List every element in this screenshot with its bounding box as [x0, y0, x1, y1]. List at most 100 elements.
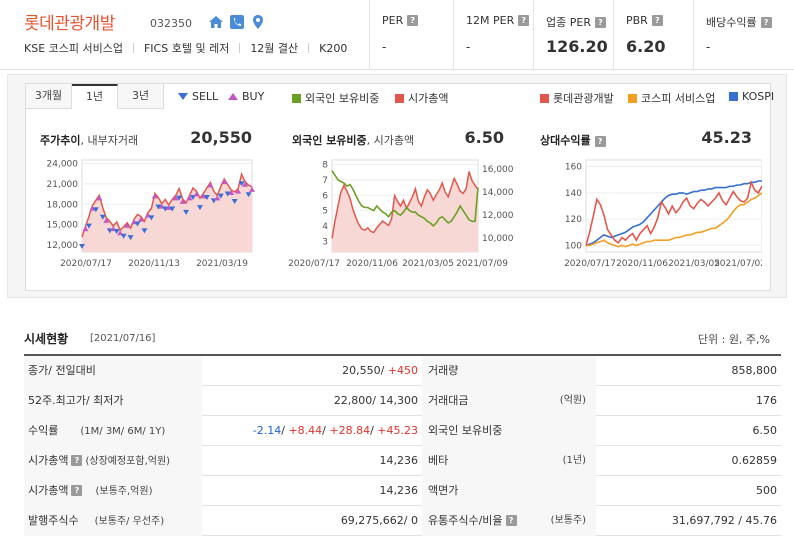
location-pin-icon[interactable]	[250, 14, 266, 30]
stat-label: 12M PER	[466, 14, 515, 27]
chart-title: 주가추이, 내부자거래	[40, 134, 139, 147]
row-value: 69,275,662/ 0	[340, 514, 418, 527]
legend-label: 롯데관광개발	[553, 92, 614, 105]
buy-marker	[249, 186, 255, 192]
sell-marker	[162, 206, 169, 212]
y-tick-label: 100	[565, 241, 582, 251]
buy-marker	[186, 195, 193, 201]
row-label: 52주.최고가/ 최저가	[24, 386, 202, 416]
stat-12m-per: 12M PER? -	[453, 0, 533, 70]
home-icon[interactable]	[208, 14, 224, 30]
foreign-chart-plot[interactable]: 8 7 6 5 4 3 16,000 14,000 12,000 10,000 2020/07/17…	[282, 154, 514, 292]
y-tick-label: 5	[322, 207, 328, 217]
market-status-table: 종가/ 전일대비 20,550/ +450 거래량 858,800 52주.최고…	[24, 354, 781, 536]
legend-buy: BUY	[228, 90, 264, 103]
market-sector: KSE 코스피 서비스업	[24, 42, 123, 55]
row-value: 20,550/ +450	[342, 364, 418, 377]
row-label: 수익률 (1M/ 3M/ 6M/ 1Y)	[24, 416, 202, 446]
legend-label: 코스피 서비스업	[641, 92, 716, 105]
x-tick-label: 2021/03/05	[402, 259, 454, 269]
sell-marker	[92, 207, 99, 213]
row-label: 거래대금 (억원)	[422, 386, 596, 416]
x-tick-label: 2021/03/05	[668, 259, 720, 269]
return-6m: +28.84	[329, 424, 371, 437]
sell-marker	[155, 204, 162, 210]
table-row: 종가/ 전일대비 20,550/ +450 거래량 858,800	[24, 356, 781, 386]
y-tick-label: 3	[322, 237, 328, 247]
buy-marker	[200, 193, 207, 199]
row-value: 858,800	[731, 364, 778, 377]
table-row: 52주.최고가/ 최저가 22,800/ 14,300 거래대금 (억원) 176	[24, 386, 781, 416]
chart-panel: 3개월 1년 3년 SELL BUY 외국인 보유비중 시가총액 롯데관광개발 …	[7, 74, 787, 298]
row-label: 종가/ 전일대비	[24, 356, 202, 386]
stat-label: 배당수익률	[706, 16, 757, 29]
stat-dividend-yield: 배당수익률? -	[693, 0, 794, 70]
stat-value: 6.20	[626, 37, 666, 56]
y-tick-label-right: 12,000	[482, 211, 514, 221]
legend-swatch	[540, 93, 549, 103]
index-membership: K200	[319, 41, 348, 55]
row-label: 시가총액? (보통주,억원)	[24, 476, 202, 506]
y-tick-label-right: 16,000	[482, 165, 514, 175]
table-row: 시가총액? (보통주,억원) 14,236 액면가 500	[24, 476, 781, 506]
tab-3-years[interactable]: 3년	[118, 84, 164, 109]
buy-marker	[235, 188, 242, 194]
buy-marker	[207, 182, 214, 188]
help-icon[interactable]: ?	[594, 136, 606, 147]
relative-return-chart: 상대수익률? 45.23 160 140 120 100 2020/07/17 2020/…	[530, 124, 762, 292]
price-chart-plot[interactable]: 24,000 21,000 18,000 15,000 12,000 2020/07/17…	[30, 154, 262, 292]
row-value: 500	[756, 484, 777, 497]
buy-marker	[96, 195, 103, 201]
help-icon[interactable]: ?	[760, 16, 772, 28]
buy-marker	[193, 191, 200, 197]
returns-value: -2.14/ +8.44/ +28.84/ +45.23	[252, 424, 418, 437]
legend-label: SELL	[192, 90, 219, 103]
price-trend-chart: 주가추이, 내부자거래 20,550 24,000 21,000 18,000 15,…	[30, 124, 262, 292]
buy-marker	[242, 181, 249, 187]
help-icon[interactable]: ?	[71, 454, 83, 466]
stat-per: PER? -	[369, 0, 453, 70]
help-icon[interactable]: ?	[71, 484, 83, 496]
legend-company: 롯데관광개발	[540, 90, 614, 106]
company-return-line	[585, 179, 762, 246]
sell-marker	[169, 206, 176, 212]
buy-marker	[82, 226, 89, 232]
tab-1-year[interactable]: 1년	[72, 84, 118, 109]
sector-return-line	[586, 192, 762, 248]
phone-icon[interactable]	[229, 14, 245, 30]
x-tick-label: 2020/11/13	[128, 259, 180, 269]
x-tick-label: 2021/03/19	[196, 259, 248, 269]
price-change: +450	[384, 364, 418, 377]
y-tick-label: 12,000	[47, 241, 79, 251]
company-meta: KSE 코스피 서비스업 FICS 호텔 및 레저 12월 결산 K200	[24, 40, 347, 56]
buy-marker	[124, 222, 131, 228]
sell-marker	[127, 235, 134, 241]
stock-code: 032350	[150, 17, 192, 30]
legend-label: 시가총액	[408, 92, 449, 105]
sell-marker	[183, 209, 190, 215]
help-icon[interactable]: ?	[407, 15, 419, 26]
buy-marker	[89, 205, 96, 211]
row-value: 6.50	[752, 424, 778, 437]
help-icon[interactable]: ?	[594, 16, 606, 28]
sell-marker	[245, 192, 252, 198]
help-icon[interactable]: ?	[518, 15, 530, 26]
period-tabs: 3개월 1년 3년	[26, 84, 164, 109]
legend-label: BUY	[242, 90, 265, 103]
stat-label: PBR	[626, 14, 648, 27]
tab-3-months[interactable]: 3개월	[26, 84, 72, 109]
table-row: 수익률 (1M/ 3M/ 6M/ 1Y) -2.14/ +8.44/ +28.84…	[24, 416, 781, 446]
help-icon[interactable]: ?	[651, 15, 663, 26]
x-tick-label: 2020/07/17	[564, 259, 616, 269]
row-label: 베타 (1년)	[422, 446, 596, 476]
fics-sector: FICS 호텔 및 레저	[143, 42, 230, 55]
help-icon[interactable]: ?	[505, 514, 517, 526]
buy-marker	[137, 216, 144, 222]
chart-title: 상대수익률?	[540, 132, 606, 148]
return-1m: -2.14	[252, 424, 282, 437]
y-tick-label: 4	[322, 222, 328, 232]
legend-label: KOSPI	[742, 90, 775, 103]
sell-marker	[148, 215, 155, 221]
chart-container: 3개월 1년 3년 SELL BUY 외국인 보유비중 시가총액 롯데관광개발 …	[25, 83, 775, 292]
return-chart-plot[interactable]: 160 140 120 100 2020/07/17 2020/11/06 2021/03/…	[530, 154, 762, 292]
